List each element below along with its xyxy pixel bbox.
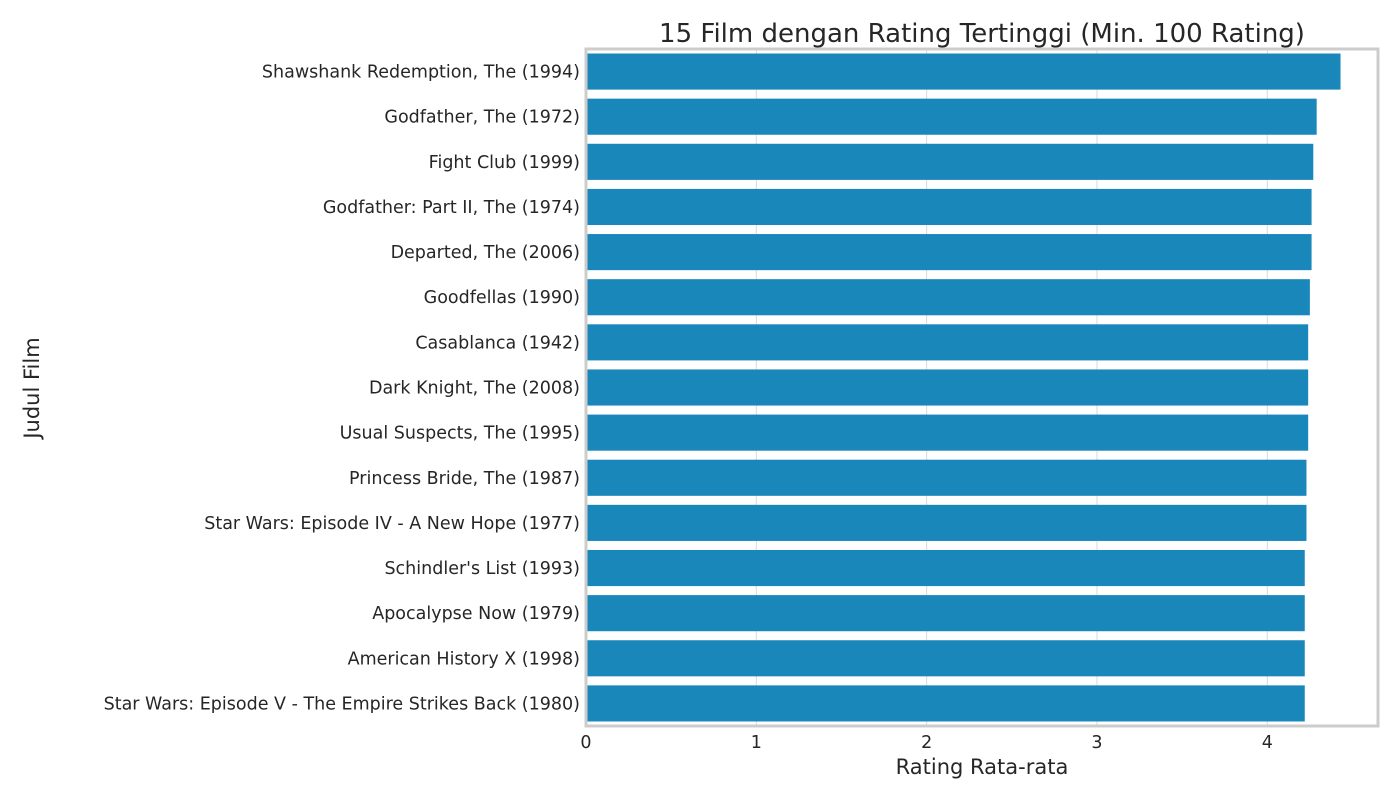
y-tick-labels: Shawshank Redemption, The (1994) Godfathe… [104,63,580,715]
y-tick-label: Fight Club (1999) [429,153,580,173]
bar [586,53,1341,90]
bar [586,640,1305,677]
bar [586,188,1312,226]
x-tick-label: 3 [1091,733,1102,753]
bars [586,53,1341,722]
x-tick-labels: 0 1 2 3 4 [580,733,1272,753]
x-tick-label: 4 [1262,733,1273,753]
bar [586,504,1307,541]
bar [586,234,1312,271]
y-tick-label: Apocalypse Now (1979) [372,604,580,624]
bar [586,369,1309,406]
bar [586,685,1305,722]
y-tick-label: Casablanca (1942) [415,333,580,353]
y-tick-label: Schindler's List (1993) [384,559,580,579]
y-tick-label: Goodfellas (1990) [424,288,580,308]
bar [586,143,1314,180]
y-axis-label: Judul Film [20,337,44,440]
y-tick-label: Star Wars: Episode IV - A New Hope (1977… [204,514,580,534]
bar [586,549,1305,587]
x-axis-label: Rating Rata-rata [896,755,1069,779]
bar [586,414,1309,451]
bar [586,279,1310,316]
plot-frame [584,47,1380,728]
bar [586,324,1309,361]
bar [586,595,1305,632]
y-tick-label: Shawshank Redemption, The (1994) [262,63,580,83]
x-tick-label: 0 [580,733,591,753]
y-tick-label: Star Wars: Episode V - The Empire Strike… [104,694,580,714]
y-tick-label: Princess Bride, The (1987) [349,469,580,489]
chart-title: 15 Film dengan Rating Tertinggi (Min. 10… [659,19,1305,49]
y-tick-label: Godfather, The (1972) [384,108,580,128]
y-tick-label: Departed, The (2006) [391,243,580,263]
y-tick-label: Dark Knight, The (2008) [369,379,580,399]
y-tick-label: Usual Suspects, The (1995) [340,424,580,444]
x-tick-label: 2 [921,733,932,753]
y-tick-label: American History X (1998) [348,649,580,669]
bar [586,98,1317,135]
y-tick-label: Godfather: Part II, The (1974) [323,198,580,218]
x-tick-label: 1 [751,733,762,753]
bar [586,459,1307,496]
